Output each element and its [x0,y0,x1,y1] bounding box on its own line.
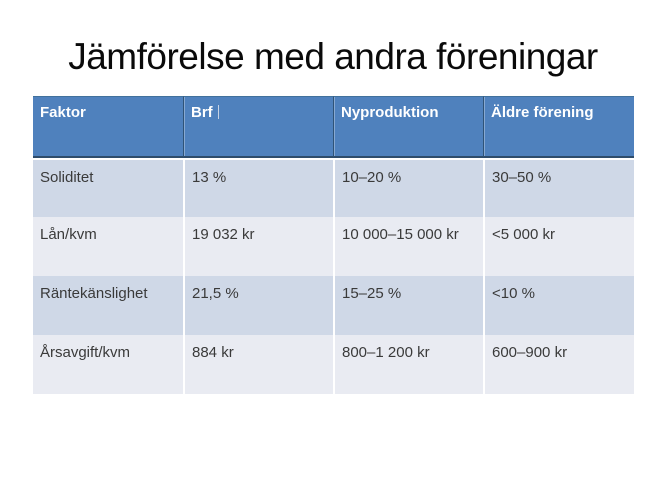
table-cell[interactable]: 600–900 kr [483,335,634,394]
table-cell[interactable]: 13 % [183,158,333,217]
table-cell[interactable]: Årsavgift/kvm [33,335,183,394]
table-header-row: Faktor Brf Nyproduktion Äldre förening [33,96,634,158]
header-label: Nyproduktion [341,104,439,121]
table-cell[interactable]: Räntekänslighet [33,276,183,335]
slide-title[interactable]: Jämförelse med andra föreningar [68,36,598,77]
text-cursor-icon [217,105,219,119]
table-cell[interactable]: 15–25 % [333,276,483,335]
table-cell[interactable]: Lån/kvm [33,217,183,276]
comparison-table: Faktor Brf Nyproduktion Äldre förening S… [33,96,634,394]
header-cell-nyproduktion[interactable]: Nyproduktion [333,96,483,158]
table-cell[interactable]: <5 000 kr [483,217,634,276]
table-row-arsavgift-kvm: Årsavgift/kvm 884 kr 800–1 200 kr 600–90… [33,335,634,394]
header-label: Äldre förening [491,104,594,121]
table-cell[interactable]: 19 032 kr [183,217,333,276]
table-cell[interactable]: Soliditet [33,158,183,217]
table-cell[interactable]: 10–20 % [333,158,483,217]
header-cell-faktor[interactable]: Faktor [33,96,183,158]
header-label: Faktor [40,104,86,121]
table-cell[interactable]: 21,5 % [183,276,333,335]
header-label: Brf [191,104,213,121]
table-cell[interactable]: 30–50 % [483,158,634,217]
header-cell-brf[interactable]: Brf [183,96,333,158]
table-cell[interactable]: 800–1 200 kr [333,335,483,394]
table-row-lan-kvm: Lån/kvm 19 032 kr 10 000–15 000 kr <5 00… [33,217,634,276]
header-cell-aldre-forening[interactable]: Äldre förening [483,96,634,158]
table-cell[interactable]: 884 kr [183,335,333,394]
table-cell[interactable]: <10 % [483,276,634,335]
table-cell[interactable]: 10 000–15 000 kr [333,217,483,276]
table-row-soliditet: Soliditet 13 % 10–20 % 30–50 % [33,158,634,217]
table-row-rantekanslighet: Räntekänslighet 21,5 % 15–25 % <10 % [33,276,634,335]
